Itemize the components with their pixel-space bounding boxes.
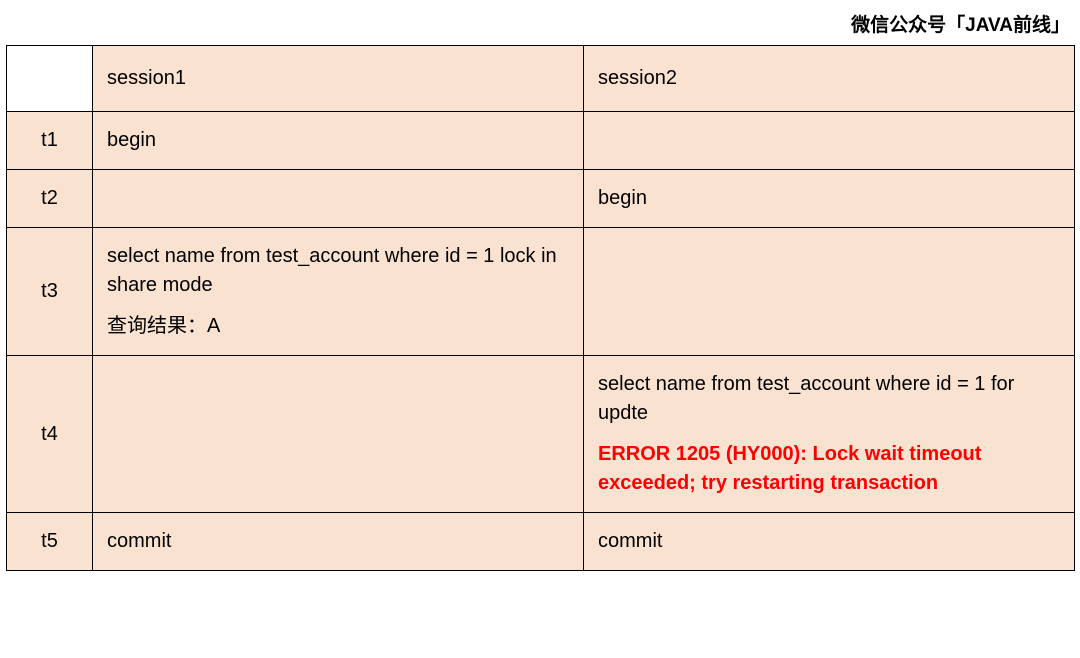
session-table: session1 session2 t1 begin t2 begin t3 s…	[6, 45, 1075, 571]
spacer	[107, 300, 569, 312]
table-header-row: session1 session2	[7, 46, 1075, 112]
time-cell: t2	[7, 170, 93, 228]
session2-cell: commit	[584, 513, 1075, 571]
table-row: t4 select name from test_account where i…	[7, 356, 1075, 513]
watermark-label: 微信公众号「JAVA前线」	[6, 10, 1074, 37]
session1-cell	[93, 356, 584, 513]
session2-cell	[584, 228, 1075, 356]
time-cell: t1	[7, 112, 93, 170]
time-cell: t4	[7, 356, 93, 513]
session1-cell: select name from test_account where id =…	[93, 228, 584, 356]
session1-cell: begin	[93, 112, 584, 170]
time-cell: t5	[7, 513, 93, 571]
session1-cell	[93, 170, 584, 228]
table-row: t2 begin	[7, 170, 1075, 228]
spacer	[598, 428, 1060, 440]
header-session1: session1	[93, 46, 584, 112]
table-row: t3 select name from test_account where i…	[7, 228, 1075, 356]
session2-cell: begin	[584, 170, 1075, 228]
header-session2: session2	[584, 46, 1075, 112]
session1-cell: commit	[93, 513, 584, 571]
error-text: ERROR 1205 (HY000): Lock wait timeout ex…	[598, 440, 1060, 498]
result-text: 查询结果：A	[107, 312, 569, 341]
table-row: t5 commit commit	[7, 513, 1075, 571]
session2-cell: select name from test_account where id =…	[584, 356, 1075, 513]
sql-text: select name from test_account where id =…	[598, 370, 1060, 428]
sql-text: select name from test_account where id =…	[107, 242, 569, 300]
time-cell: t3	[7, 228, 93, 356]
session2-cell	[584, 112, 1075, 170]
table-row: t1 begin	[7, 112, 1075, 170]
header-empty-cell	[7, 46, 93, 112]
